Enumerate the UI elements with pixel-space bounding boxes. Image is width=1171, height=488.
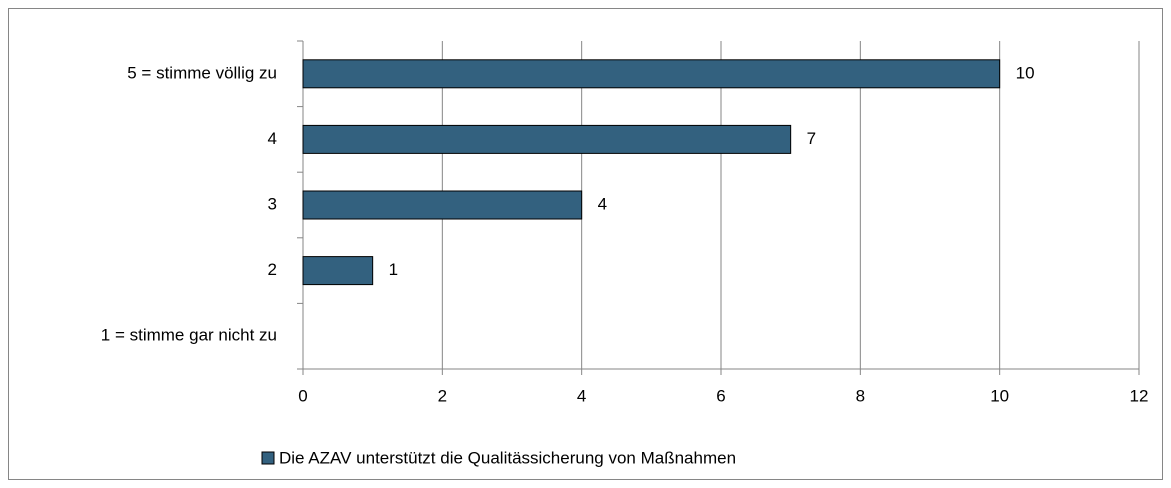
legend-swatch — [261, 451, 275, 465]
x-tick-label: 2 — [438, 386, 447, 405]
legend-label: Die AZAV unterstützt die Qualitässicheru… — [279, 448, 736, 467]
bar — [302, 190, 583, 220]
bar — [302, 124, 792, 154]
y-tick-label: 5 = stimme völlig zu — [127, 63, 277, 82]
data-label: 7 — [807, 129, 816, 148]
x-tick-label: 6 — [716, 386, 725, 405]
x-tick-label: 12 — [1130, 386, 1149, 405]
x-tick-label: 4 — [577, 386, 586, 405]
bar — [302, 256, 374, 286]
y-tick-label: 1 = stimme gar nicht zu — [101, 326, 277, 345]
y-tick-label: 2 — [268, 260, 277, 279]
data-label: 10 — [1016, 63, 1035, 82]
y-tick-label: 4 — [268, 129, 277, 148]
data-label: 4 — [598, 194, 607, 213]
data-label: 1 — [389, 260, 398, 279]
y-tick-label: 3 — [268, 194, 277, 213]
bar — [302, 59, 1001, 89]
x-tick-label: 8 — [856, 386, 865, 405]
x-tick-label: 0 — [298, 386, 307, 405]
x-tick-label: 10 — [990, 386, 1009, 405]
